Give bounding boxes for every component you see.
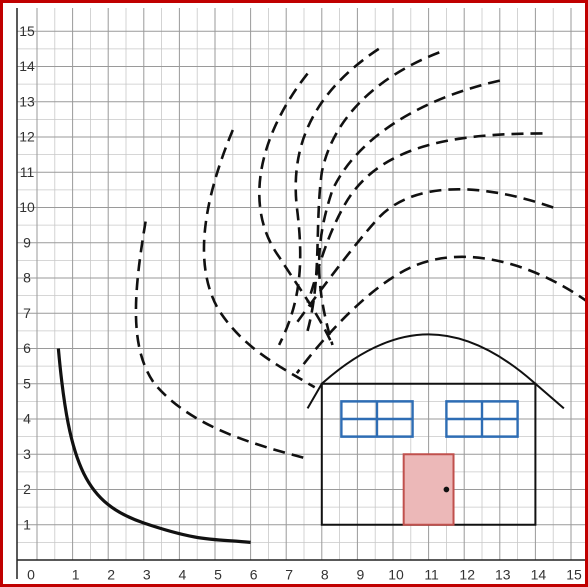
x-tick-label: 5 [214, 567, 222, 583]
x-tick-label: 11 [424, 567, 439, 583]
y-tick-label: 4 [23, 411, 31, 427]
y-tick-label: 8 [23, 270, 31, 286]
x-tick-label: 1 [72, 567, 80, 583]
x-tick-label: 4 [179, 567, 187, 583]
x-tick-label: 12 [459, 567, 475, 583]
y-tick-label: 6 [23, 340, 31, 356]
y-tick-label: 2 [23, 481, 31, 497]
x-tick-label: 2 [107, 567, 115, 583]
x-tick-label: 13 [495, 567, 511, 583]
y-tick-label: 13 [19, 93, 35, 109]
x-tick-label: 7 [285, 567, 293, 583]
y-tick-label: 14 [19, 58, 35, 74]
x-tick-label: 15 [566, 567, 582, 583]
y-tick-label: 15 [19, 23, 35, 39]
x-tick-label: 3 [143, 567, 151, 583]
y-tick-label: 5 [23, 375, 31, 391]
y-tick-label: 12 [19, 129, 35, 145]
y-tick-label: 11 [20, 164, 35, 180]
x-tick-label: 8 [321, 567, 329, 583]
x-tick-label: 14 [531, 567, 547, 583]
y-tick-label: 9 [23, 234, 31, 250]
y-tick-label: 10 [19, 199, 35, 215]
page: 0123456789101112131415123456789101112131… [0, 0, 588, 587]
x-tick-label: 9 [357, 567, 365, 583]
door-knob [444, 487, 450, 493]
y-tick-label: 3 [23, 446, 31, 462]
x-tick-label: 6 [250, 567, 258, 583]
graph: 0123456789101112131415123456789101112131… [0, 0, 588, 587]
x-tick-label: 0 [27, 567, 35, 583]
x-tick-label: 10 [388, 567, 404, 583]
y-tick-label: 7 [23, 305, 31, 321]
y-tick-label: 1 [23, 516, 31, 532]
